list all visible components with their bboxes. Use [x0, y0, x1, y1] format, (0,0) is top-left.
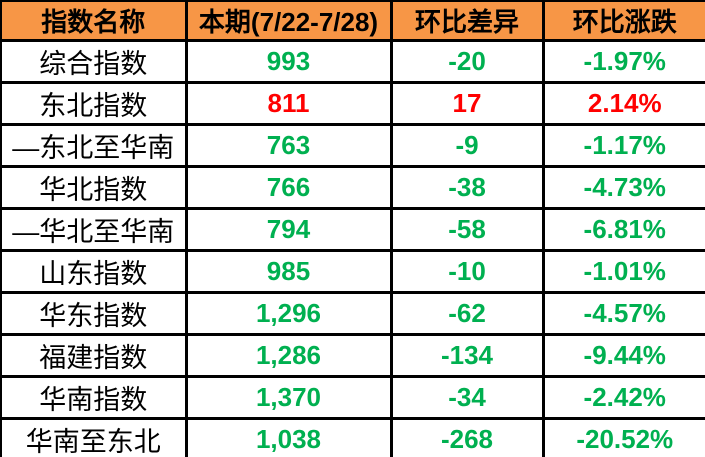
table-row: 华南指数 1,370 -34 -2.42% — [0, 375, 705, 420]
header-row: 指数名称 本期(7/22-7/28) 环比差异 环比涨跌 — [0, 0, 705, 42]
table-row: 福建指数 1,286 -134 -9.44% — [0, 333, 705, 378]
index-name-cell: 华南至东北 — [0, 417, 188, 457]
diff-cell: -58 — [389, 207, 545, 252]
change-cell: -4.73% — [541, 165, 705, 210]
current-value-cell: 993 — [184, 39, 393, 84]
change-cell: -9.44% — [541, 333, 705, 378]
change-cell: -1.01% — [541, 249, 705, 294]
diff-cell: -9 — [389, 123, 545, 168]
index-name-cell: 华东指数 — [0, 291, 188, 336]
current-value-cell: 766 — [184, 165, 393, 210]
index-name-cell: 综合指数 — [0, 39, 188, 84]
index-name-cell: 山东指数 — [0, 249, 188, 294]
diff-cell: -10 — [389, 249, 545, 294]
diff-cell: -134 — [389, 333, 545, 378]
diff-cell: 17 — [389, 81, 545, 126]
diff-cell: -38 — [389, 165, 545, 210]
current-value-cell: 811 — [184, 81, 393, 126]
col-header-current-period: 本期(7/22-7/28) — [184, 0, 393, 42]
index-name-cell: —华北至华南 — [0, 207, 188, 252]
change-cell: -6.81% — [541, 207, 705, 252]
index-name-cell: —东北至华南 — [0, 123, 188, 168]
current-value-cell: 1,286 — [184, 333, 393, 378]
table-row: 综合指数 993 -20 -1.97% — [0, 39, 705, 84]
change-cell: -20.52% — [541, 417, 705, 457]
table-row: 华东指数 1,296 -62 -4.57% — [0, 291, 705, 336]
current-value-cell: 1,038 — [184, 417, 393, 457]
current-value-cell: 985 — [184, 249, 393, 294]
col-header-index-name: 指数名称 — [0, 0, 188, 42]
col-header-change: 环比涨跌 — [541, 0, 705, 42]
col-header-diff: 环比差异 — [389, 0, 545, 42]
index-name-cell: 华北指数 — [0, 165, 188, 210]
change-cell: 2.14% — [541, 81, 705, 126]
index-name-cell: 华南指数 — [0, 375, 188, 420]
diff-cell: -268 — [389, 417, 545, 457]
index-name-cell: 东北指数 — [0, 81, 188, 126]
current-value-cell: 763 — [184, 123, 393, 168]
table-row: —东北至华南 763 -9 -1.17% — [0, 123, 705, 168]
table-row: —华北至华南 794 -58 -6.81% — [0, 207, 705, 252]
change-cell: -2.42% — [541, 375, 705, 420]
change-cell: -1.17% — [541, 123, 705, 168]
table-body: 综合指数 993 -20 -1.97% 东北指数 811 17 2.14% —东北至华南 763-… — [0, 39, 705, 457]
current-value-cell: 1,296 — [184, 291, 393, 336]
index-name-cell: 福建指数 — [0, 333, 188, 378]
diff-cell: -20 — [389, 39, 545, 84]
table-row: 东北指数 811 17 2.14% — [0, 81, 705, 126]
diff-cell: -62 — [389, 291, 545, 336]
current-value-cell: 1,370 — [184, 375, 393, 420]
table-row: 山东指数 985 -10 -1.01% — [0, 249, 705, 294]
current-value-cell: 794 — [184, 207, 393, 252]
change-cell: -1.97% — [541, 39, 705, 84]
change-cell: -4.57% — [541, 291, 705, 336]
diff-cell: -34 — [389, 375, 545, 420]
table-row: 华北指数 766 -38 -4.73% — [0, 165, 705, 210]
table-row: 华南至东北 1,038 -268 -20.52% — [0, 417, 705, 457]
